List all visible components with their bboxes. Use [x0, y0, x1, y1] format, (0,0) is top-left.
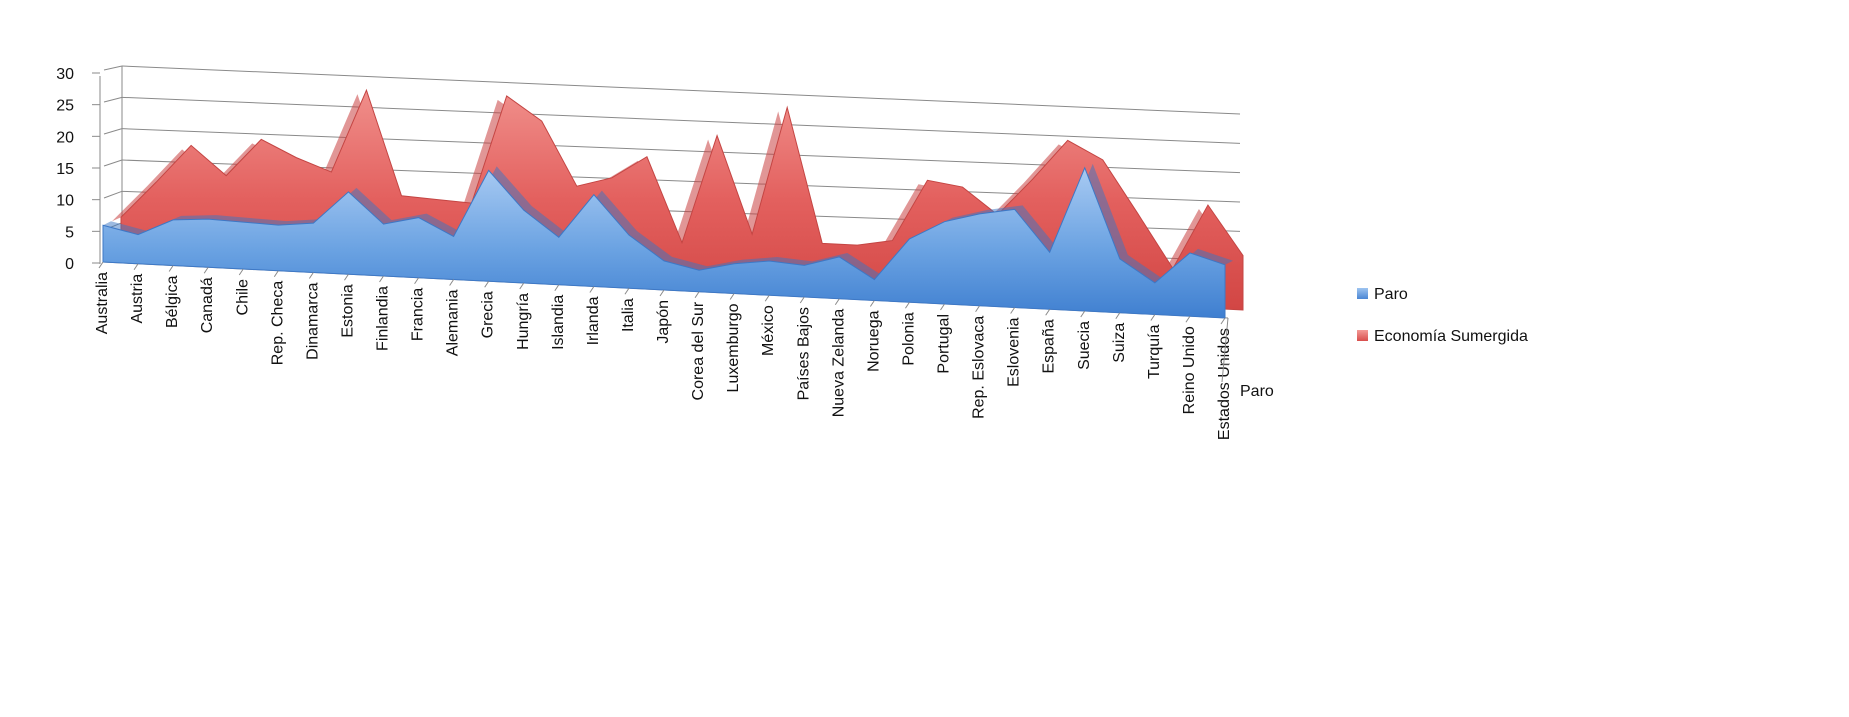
y-axis-ticks: 0 5 10 15 20 25 30	[56, 66, 100, 273]
gridline	[122, 97, 1240, 143]
x-tick-label-suiza: Suiza	[1111, 323, 1128, 363]
legend-label-paro: Paro	[1374, 286, 1408, 303]
x-tick-label-eslovenia: Eslovenia	[1006, 317, 1023, 386]
gridline	[122, 66, 1240, 114]
x-tick-mark	[835, 299, 839, 305]
x-tick-mark	[1221, 318, 1225, 324]
x-tick-label-turquia: Turquía	[1146, 324, 1163, 379]
gridline-connector	[104, 129, 122, 134]
y-tick-label: 20	[56, 129, 74, 146]
x-tick-label-estonia: Estonia	[339, 284, 356, 337]
x-tick-label-corea-del-sur: Corea del Sur	[690, 301, 707, 400]
x-tick-label-chile: Chile	[234, 279, 251, 316]
x-tick-mark	[800, 297, 804, 303]
x-tick-label-canada: Canadá	[199, 277, 216, 333]
x-tick-mark	[169, 266, 173, 272]
x-tick-label-estados-unidos: Estados Unidos	[1216, 328, 1233, 440]
x-tick-mark	[1011, 308, 1015, 314]
x-tick-label-islandia: Islandia	[550, 295, 567, 350]
x-tick-mark	[1186, 316, 1190, 322]
x-tick-label-rep-eslovaca: Rep. Eslovaca	[971, 316, 988, 419]
x-tick-label-luxemburgo: Luxemburgo	[725, 303, 742, 392]
x-tick-mark	[344, 274, 348, 280]
x-tick-mark	[625, 288, 629, 294]
y-tick-label: 25	[56, 98, 74, 115]
x-tick-mark	[204, 267, 208, 273]
x-tick-label-portugal: Portugal	[936, 314, 953, 374]
gridline-connector	[104, 160, 122, 166]
depth-axis-label: Paro	[1240, 383, 1274, 400]
x-tick-mark	[730, 294, 734, 300]
legend: Paro Economía Sumergida	[1357, 286, 1528, 345]
gridline-connector	[104, 66, 122, 70]
x-tick-mark	[976, 306, 980, 312]
x-tick-mark	[660, 290, 664, 296]
x-tick-mark	[309, 273, 313, 279]
x-tick-label-rep-checa: Rep. Checa	[269, 281, 286, 366]
y-tick-label: 30	[56, 66, 74, 83]
x-tick-label-belgica: Bélgica	[164, 275, 181, 328]
y-tick-label: 5	[65, 224, 74, 241]
y-tick-label: 15	[56, 161, 74, 178]
x-tick-label-reino-unido: Reino Unido	[1181, 326, 1198, 414]
x-tick-label-noruega: Noruega	[865, 310, 882, 371]
x-tick-mark	[765, 295, 769, 301]
x-tick-mark	[1046, 309, 1050, 315]
x-tick-label-irlanda: Irlanda	[585, 296, 602, 345]
x-tick-label-paises-bajos: Países Bajos	[795, 307, 812, 400]
x-tick-mark	[134, 264, 138, 270]
x-tick-label-finlandia: Finlandia	[375, 286, 392, 351]
x-tick-mark	[590, 287, 594, 293]
x-tick-mark	[870, 301, 874, 307]
x-tick-label-francia: Francia	[410, 288, 427, 341]
x-tick-mark	[1151, 315, 1155, 321]
legend-label-economia-sumergida: Economía Sumergida	[1374, 328, 1528, 345]
x-tick-mark	[555, 285, 559, 291]
x-tick-mark	[415, 278, 419, 284]
x-tick-label-alemania: Alemania	[445, 289, 462, 356]
x-tick-mark	[695, 292, 699, 298]
legend-swatch-economia-sumergida	[1357, 330, 1368, 341]
x-tick-mark	[905, 302, 909, 308]
x-tick-mark	[1116, 313, 1120, 319]
x-tick-mark	[274, 271, 278, 277]
x-tick-mark	[941, 304, 945, 310]
x-tick-mark	[1081, 311, 1085, 317]
x-tick-label-espana: España	[1041, 319, 1058, 373]
gridline-connector	[104, 97, 122, 102]
x-tick-label-austria: Austria	[129, 274, 146, 324]
x-tick-label-grecia: Grecia	[480, 291, 497, 338]
x-tick-mark	[520, 283, 524, 289]
x-tick-mark	[450, 280, 454, 286]
y-tick-label: 10	[56, 193, 74, 210]
x-tick-mark	[380, 276, 384, 282]
y-tick-label: 0	[65, 256, 74, 273]
x-tick-label-japon: Japón	[655, 300, 672, 344]
x-tick-label-dinamarca: Dinamarca	[304, 282, 321, 359]
x-tick-label-italia: Italia	[620, 298, 637, 332]
x-tick-label-mexico: México	[760, 305, 777, 356]
x-tick-mark	[485, 281, 489, 287]
x-tick-label-suecia: Suecia	[1076, 321, 1093, 370]
x-tick-label-hungria: Hungría	[515, 293, 532, 350]
x-tick-mark	[239, 269, 243, 275]
legend-swatch-paro	[1357, 288, 1368, 299]
x-tick-label-australia: Australia	[94, 272, 111, 334]
gridline-connector	[104, 191, 122, 198]
x-tick-label-nueva-zelanda: Nueva Zelanda	[830, 309, 847, 418]
x-tick-label-polonia: Polonia	[900, 312, 917, 365]
